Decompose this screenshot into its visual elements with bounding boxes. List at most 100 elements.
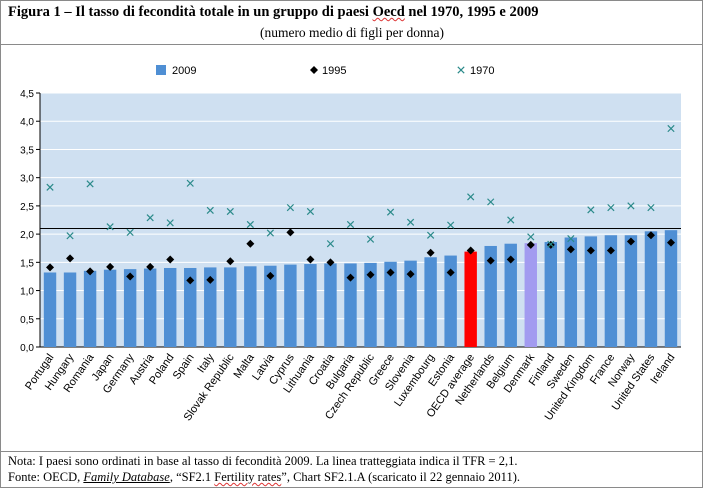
x-axis-labels: PortugalHungaryRomaniaJapanGermanyAustri… bbox=[23, 351, 677, 423]
bar bbox=[324, 263, 337, 347]
marker-1970 bbox=[266, 229, 274, 237]
source-part-4: Fertility rates bbox=[214, 470, 282, 484]
bar bbox=[404, 260, 417, 347]
bar bbox=[604, 235, 618, 347]
source-part-3: , “SF2.1 bbox=[169, 470, 215, 484]
bar bbox=[384, 261, 397, 347]
bar bbox=[664, 230, 678, 347]
marker-1970 bbox=[326, 240, 335, 248]
legend-swatch-1970 bbox=[457, 66, 465, 74]
marker-1995 bbox=[406, 270, 415, 279]
marker-1970 bbox=[607, 203, 615, 212]
legend-label-1995: 1995 bbox=[322, 65, 346, 77]
marker-1970 bbox=[226, 207, 234, 216]
marker-1970 bbox=[627, 202, 635, 210]
marker-1970 bbox=[186, 179, 194, 187]
marker-1995 bbox=[626, 237, 635, 246]
title-part-2: Oecd bbox=[372, 4, 405, 20]
legend-label-1970: 1970 bbox=[470, 65, 494, 77]
marker-1970 bbox=[406, 218, 415, 226]
marker-1970 bbox=[587, 206, 595, 214]
marker-1995 bbox=[426, 248, 435, 257]
marker-1970 bbox=[106, 223, 114, 231]
marker-1995 bbox=[206, 275, 215, 284]
marker-1995 bbox=[566, 245, 575, 254]
marker-1970 bbox=[366, 235, 375, 243]
bar bbox=[644, 231, 658, 347]
marker-1970 bbox=[86, 180, 94, 188]
fertility-chart: 0,0 0,5 1,0 1,5 2,0 2,5 3,0 3,5 4,0 4,5 PortugalH… bbox=[20, 65, 681, 423]
marker-1995 bbox=[226, 257, 235, 266]
bar bbox=[284, 264, 297, 347]
marker-1995 bbox=[326, 258, 335, 267]
marker-1995 bbox=[266, 271, 275, 280]
marker-1970 bbox=[286, 203, 295, 212]
y-tick-label: 4,0 bbox=[20, 117, 34, 128]
marker-1995 bbox=[346, 273, 355, 282]
legend: 2009 1995 1970 bbox=[156, 65, 494, 77]
marker-1970 bbox=[507, 216, 515, 224]
marker-1995 bbox=[86, 267, 95, 276]
marker-1970 bbox=[667, 124, 675, 133]
bar bbox=[424, 257, 437, 347]
marker-1995 bbox=[486, 256, 495, 265]
y-tick-label: 3,5 bbox=[20, 145, 34, 156]
source-part-5: ”, Chart SF2.1.A (scaricato il 22 gennai… bbox=[281, 470, 520, 484]
marker-1995 bbox=[386, 268, 395, 277]
marker-1995 bbox=[666, 238, 675, 247]
y-tick-label: 0,0 bbox=[20, 343, 34, 354]
bars-2009 bbox=[43, 230, 678, 347]
bar bbox=[344, 263, 357, 347]
bar bbox=[163, 267, 177, 347]
bar bbox=[564, 237, 578, 347]
legend-label-2009: 2009 bbox=[172, 65, 196, 77]
source-part-2: Family Database bbox=[83, 470, 170, 484]
title-part-3: nel 1970, 1995 e 2009 bbox=[404, 4, 539, 20]
marker-1970 bbox=[126, 228, 134, 237]
marker-1995 bbox=[146, 262, 155, 271]
marker-1970 bbox=[166, 219, 174, 227]
bar bbox=[204, 267, 217, 347]
bar bbox=[143, 268, 157, 347]
marker-1995 bbox=[446, 268, 455, 277]
y-tick-label: 4,5 bbox=[20, 89, 34, 100]
bar bbox=[584, 236, 598, 347]
legend-swatch-2009 bbox=[156, 65, 166, 75]
bar bbox=[123, 269, 137, 347]
marker-1970 bbox=[66, 232, 74, 240]
bar bbox=[103, 269, 117, 347]
marker-1970 bbox=[146, 214, 154, 222]
bar bbox=[464, 251, 477, 347]
marker-1995 bbox=[186, 276, 195, 285]
y-tick-label: 1,5 bbox=[20, 258, 34, 269]
marker-1970 bbox=[206, 206, 214, 215]
marker-1970 bbox=[467, 193, 475, 201]
y-tick-label: 2,5 bbox=[20, 202, 34, 213]
marker-1995 bbox=[106, 262, 115, 271]
header-divider bbox=[0, 44, 703, 45]
footer-box bbox=[0, 451, 703, 488]
markers-1970 bbox=[46, 124, 675, 248]
bar bbox=[304, 264, 317, 347]
marker-1970 bbox=[487, 198, 495, 206]
marker-1995 bbox=[366, 270, 375, 279]
title-part-1: Figura 1 – Il tasso di fecondità totale … bbox=[8, 4, 373, 20]
bar bbox=[184, 267, 197, 347]
marker-1970 bbox=[306, 207, 315, 216]
bar bbox=[244, 266, 257, 347]
marker-1970 bbox=[447, 221, 455, 229]
bar bbox=[364, 262, 377, 347]
marker-1995 bbox=[166, 255, 175, 264]
marker-1970 bbox=[527, 233, 535, 241]
page-title: Figura 1 – Il tasso di fecondità totale … bbox=[8, 4, 539, 21]
source-part-1: Fonte: OECD, bbox=[8, 470, 84, 484]
marker-1995 bbox=[646, 231, 655, 240]
marker-1995 bbox=[46, 263, 55, 272]
footnote: Nota: I paesi sono ordinati in base al t… bbox=[8, 454, 518, 468]
marker-1970 bbox=[426, 231, 435, 239]
marker-1970 bbox=[46, 183, 54, 191]
bar bbox=[224, 267, 237, 347]
y-tick-label: 3,0 bbox=[20, 174, 34, 185]
marker-1970 bbox=[346, 220, 355, 229]
y-tick-label: 1,0 bbox=[20, 287, 34, 298]
